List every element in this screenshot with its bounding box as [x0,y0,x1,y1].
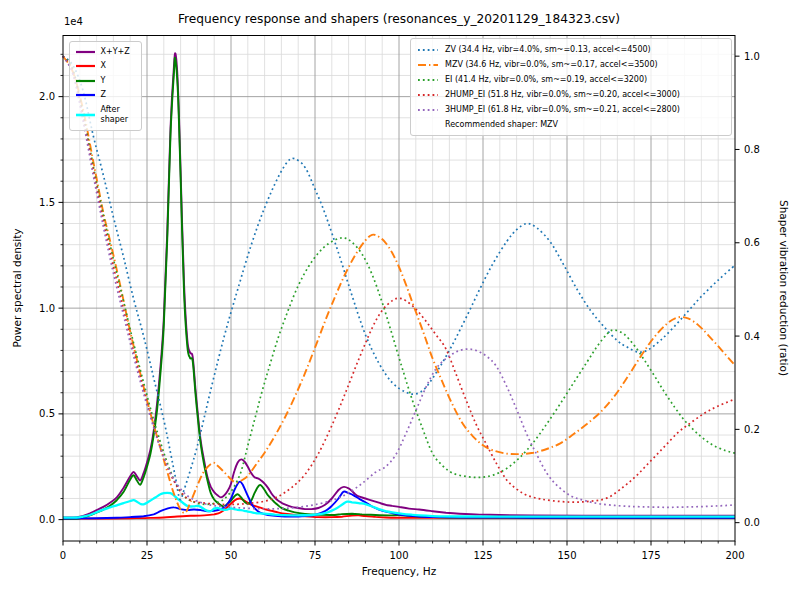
x-tick-label: 175 [631,549,671,562]
chart-title: Frequency response and shapers (resonanc… [63,12,735,26]
y-axis-label-right: Shaper vibration reduction (ratio) [778,200,790,376]
legend-psd-label: X [101,61,106,71]
axis-offset-label: 1e4 [64,16,83,27]
y-tick-label-left: 0.5 [15,407,55,420]
legend-shaper-item: MZV (34.6 Hz, vibr=0.0%, sm~=0.17, accel… [417,57,725,72]
x-tick-label: 0 [43,549,83,562]
legend-shaper-item: EI (41.4 Hz, vibr=0.0%, sm~=0.19, accel<… [417,72,725,87]
x-tick-label: 150 [547,549,587,562]
y-tick-label-left: 0.0 [15,513,55,526]
y-tick-label-right: 0.0 [744,516,784,529]
legend-note-row: Recommended shaper: MZV [417,117,725,132]
x-tick-label: 125 [463,549,503,562]
y-tick-label-left: 1.0 [15,302,55,315]
legend-psd-item: After shaper [75,103,136,127]
legend-psd-item: X+Y+Z [75,45,136,60]
legend-psd-item: Y [75,74,136,89]
legend-note: Recommended shaper: MZV [445,120,558,130]
legend-line-sample [75,90,96,100]
y-tick-label-right: 1.0 [744,50,784,63]
x-tick-label: 25 [127,549,167,562]
x-tick-label: 100 [379,549,419,562]
y-tick-label-right: 0.8 [744,143,784,156]
legend-line-sample [417,90,439,100]
legend-shaper-label: 3HUMP_EI (61.8 Hz, vibr=0.0%, sm~=0.21, … [445,105,680,115]
legend-psd-label: Z [101,90,106,100]
legend-shapers: ZV (34.4 Hz, vibr=4.0%, sm~=0.13, accel<… [410,38,732,136]
legend-line-sample [75,61,96,71]
y-tick-label-left: 1.5 [15,196,55,209]
legend-shaper-label: ZV (34.4 Hz, vibr=4.0%, sm~=0.13, accel<… [445,45,651,55]
legend-line-sample [75,110,96,120]
y-tick-label-left: 2.0 [15,90,55,103]
legend-line-sample [417,45,439,55]
figure: Frequency response and shapers (resonanc… [0,0,800,600]
x-tick-label: 200 [715,549,755,562]
legend-psd-label: X+Y+Z [101,47,130,57]
legend-line-sample [417,60,439,70]
legend-psd-item: X [75,59,136,74]
legend-psd: X+Y+Z XYZ After shaper [69,41,142,131]
legend-line-sample [75,47,96,57]
legend-shaper-label: EI (41.4 Hz, vibr=0.0%, sm~=0.19, accel<… [445,75,647,85]
legend-shaper-label: 2HUMP_EI (51.8 Hz, vibr=0.0%, sm~=0.20, … [445,90,680,100]
x-axis-label: Frequency, Hz [63,565,735,577]
legend-line-sample [75,76,96,86]
legend-line-sample [417,105,439,115]
y-tick-label-right: 0.2 [744,423,784,436]
y-tick-label-right: 0.6 [744,236,784,249]
legend-psd-label: Y [101,76,106,86]
legend-line-sample [417,75,439,85]
legend-shaper-label: MZV (34.6 Hz, vibr=0.0%, sm~=0.17, accel… [445,60,658,70]
x-tick-label: 75 [295,549,335,562]
legend-shaper-item: ZV (34.4 Hz, vibr=4.0%, sm~=0.13, accel<… [417,42,725,57]
y-axis-label-left: Power spectral density [11,228,23,347]
y-tick-label-right: 0.4 [744,330,784,343]
legend-shaper-item: 2HUMP_EI (51.8 Hz, vibr=0.0%, sm~=0.20, … [417,87,725,102]
legend-psd-label: After shaper [101,105,128,125]
x-tick-label: 50 [211,549,251,562]
legend-psd-item: Z [75,88,136,103]
legend-shaper-item: 3HUMP_EI (61.8 Hz, vibr=0.0%, sm~=0.21, … [417,102,725,117]
